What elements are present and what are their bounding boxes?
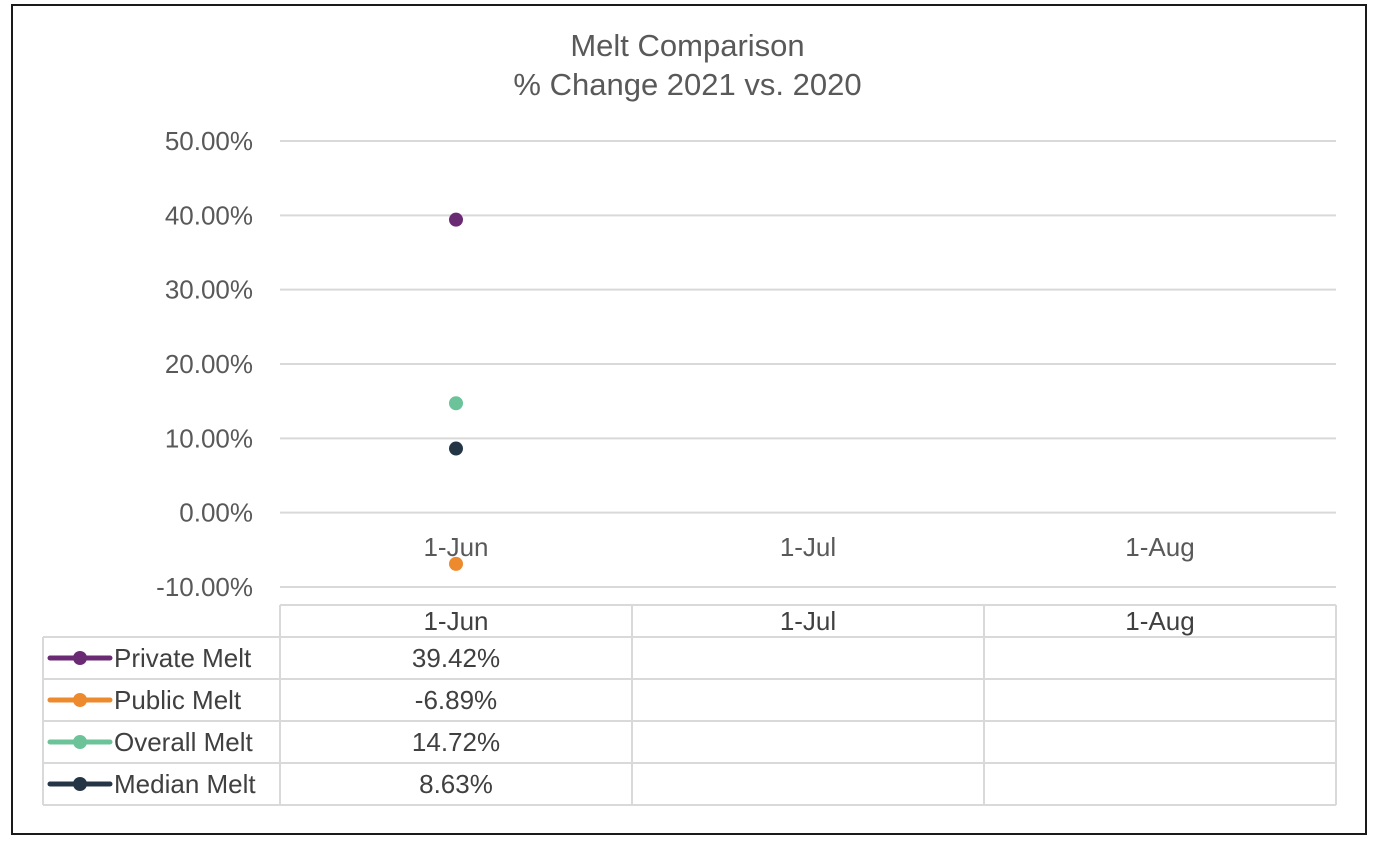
x-category-label: 1-Aug [1125,532,1194,562]
table-cell-value: 39.42% [412,643,500,673]
legend-label: Overall Melt [114,727,253,757]
legend-label: Public Melt [114,685,242,715]
legend-key-marker [73,777,87,791]
legend-label: Private Melt [114,643,252,673]
data-point-public-melt [449,556,463,571]
gridlines [280,140,1336,588]
y-tick-label: 40.00% [165,200,253,230]
table-header-label: 1-Aug [1125,606,1194,636]
table-header-label: 1-Jul [780,606,836,636]
table-cell-value: -6.89% [415,685,497,715]
y-axis-ticks: 50.00% 40.00% 30.00% 20.00% 10.00% 0.00% -10.0… [156,126,253,602]
legend-key-marker [73,693,87,707]
y-tick-label: -10.00% [156,572,253,602]
y-tick-label: 0.00% [179,498,253,528]
data-point-median-melt [449,441,463,456]
legend-key-marker [73,651,87,665]
legend-key-marker [73,735,87,749]
x-category-label: 1-Jul [780,532,836,562]
chart-subtitle: % Change 2021 vs. 2020 [513,67,862,102]
y-tick-label: 10.00% [165,423,253,453]
table-header-label: 1-Jun [423,606,488,636]
y-tick-label: 30.00% [165,275,253,305]
chart-frame [11,4,1367,835]
data-point-overall-melt [449,396,463,411]
legend-label: Median Melt [114,769,256,799]
data-point-private-melt [449,212,463,227]
data-table: 1-Jun 1-Jul 1-Aug Private Melt 39.42% Public … [42,604,1337,806]
y-tick-label: 20.00% [165,349,253,379]
table-cell-value: 8.63% [419,769,493,799]
x-axis-categories: 1-Jun 1-Jul 1-Aug [423,532,1194,562]
chart-title: Melt Comparison [570,28,805,63]
chart-title-block: Melt Comparison % Change 2021 vs. 2020 [0,26,1375,104]
table-cell-value: 14.72% [412,727,500,757]
y-tick-label: 50.00% [165,126,253,156]
data-points [449,212,463,571]
